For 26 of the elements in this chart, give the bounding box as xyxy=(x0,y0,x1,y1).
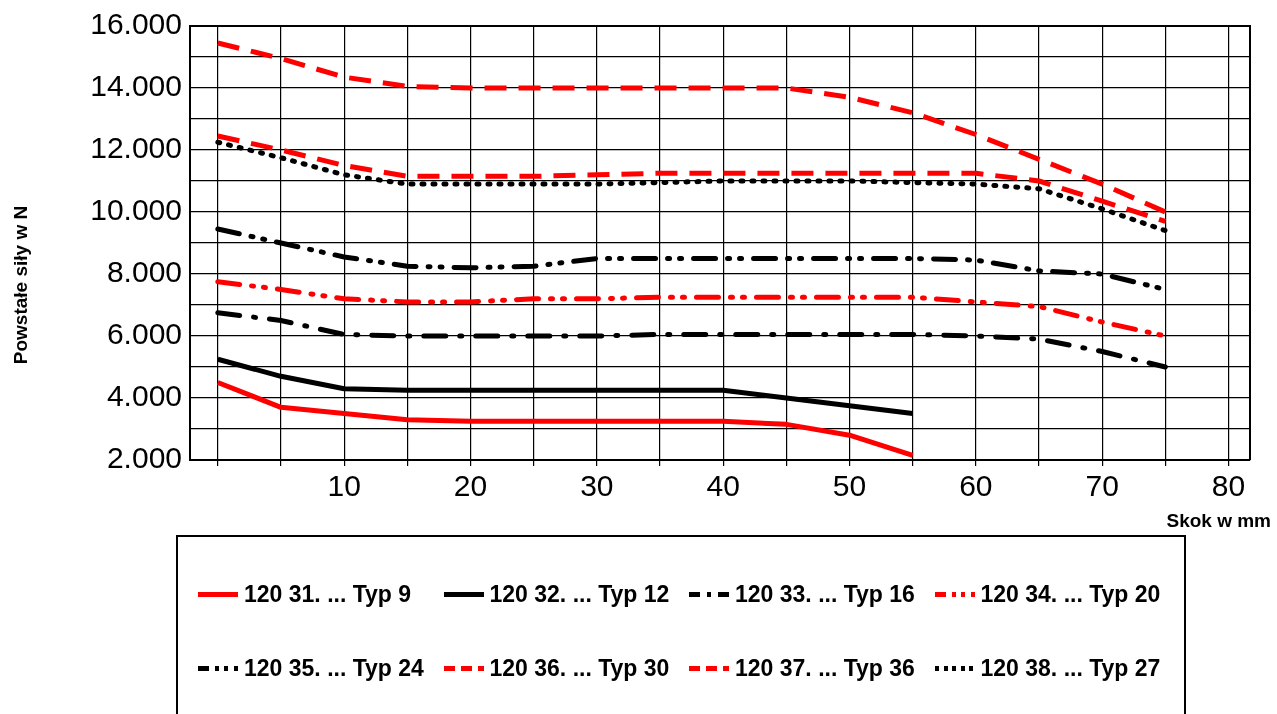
x-tick-label: 80 xyxy=(1211,469,1246,503)
x-tick-label: 40 xyxy=(706,469,740,503)
legend-label: 120 34. ... Typ 20 xyxy=(980,580,1161,608)
x-tick-label: 10 xyxy=(327,469,361,503)
y-tick-label: 8.000 xyxy=(106,255,182,289)
legend-label: 120 31. ... Typ 9 xyxy=(244,580,412,608)
y-tick-label: 6.000 xyxy=(106,317,182,351)
y-tick-label: 14.000 xyxy=(90,69,182,103)
legend-label: 120 35. ... Typ 24 xyxy=(244,654,424,682)
y-axis-title: Powstałe siły w N xyxy=(10,205,32,365)
x-tick-label: 70 xyxy=(1085,469,1119,503)
y-tick-label: 4.000 xyxy=(106,379,182,413)
legend-label: 120 32. ... Typ 12 xyxy=(489,580,670,608)
y-tick-label: 10.000 xyxy=(90,193,182,227)
x-tick-label: 30 xyxy=(580,469,614,503)
x-axis-title: Skok w mm xyxy=(1166,510,1271,532)
y-tick-label: 16.000 xyxy=(90,7,182,41)
x-tick-label: 50 xyxy=(832,469,867,503)
legend-label: 120 37. ... Typ 36 xyxy=(735,654,915,682)
y-tick-label: 2.000 xyxy=(106,441,182,475)
legend-label: 120 36. ... Typ 30 xyxy=(489,654,670,682)
legend-label: 120 38. ... Typ 27 xyxy=(980,654,1161,682)
x-tick-label: 20 xyxy=(453,469,488,503)
y-tick-label: 12.000 xyxy=(90,131,182,165)
legend-label: 120 33. ... Typ 16 xyxy=(735,580,915,608)
x-tick-label: 60 xyxy=(959,469,993,503)
